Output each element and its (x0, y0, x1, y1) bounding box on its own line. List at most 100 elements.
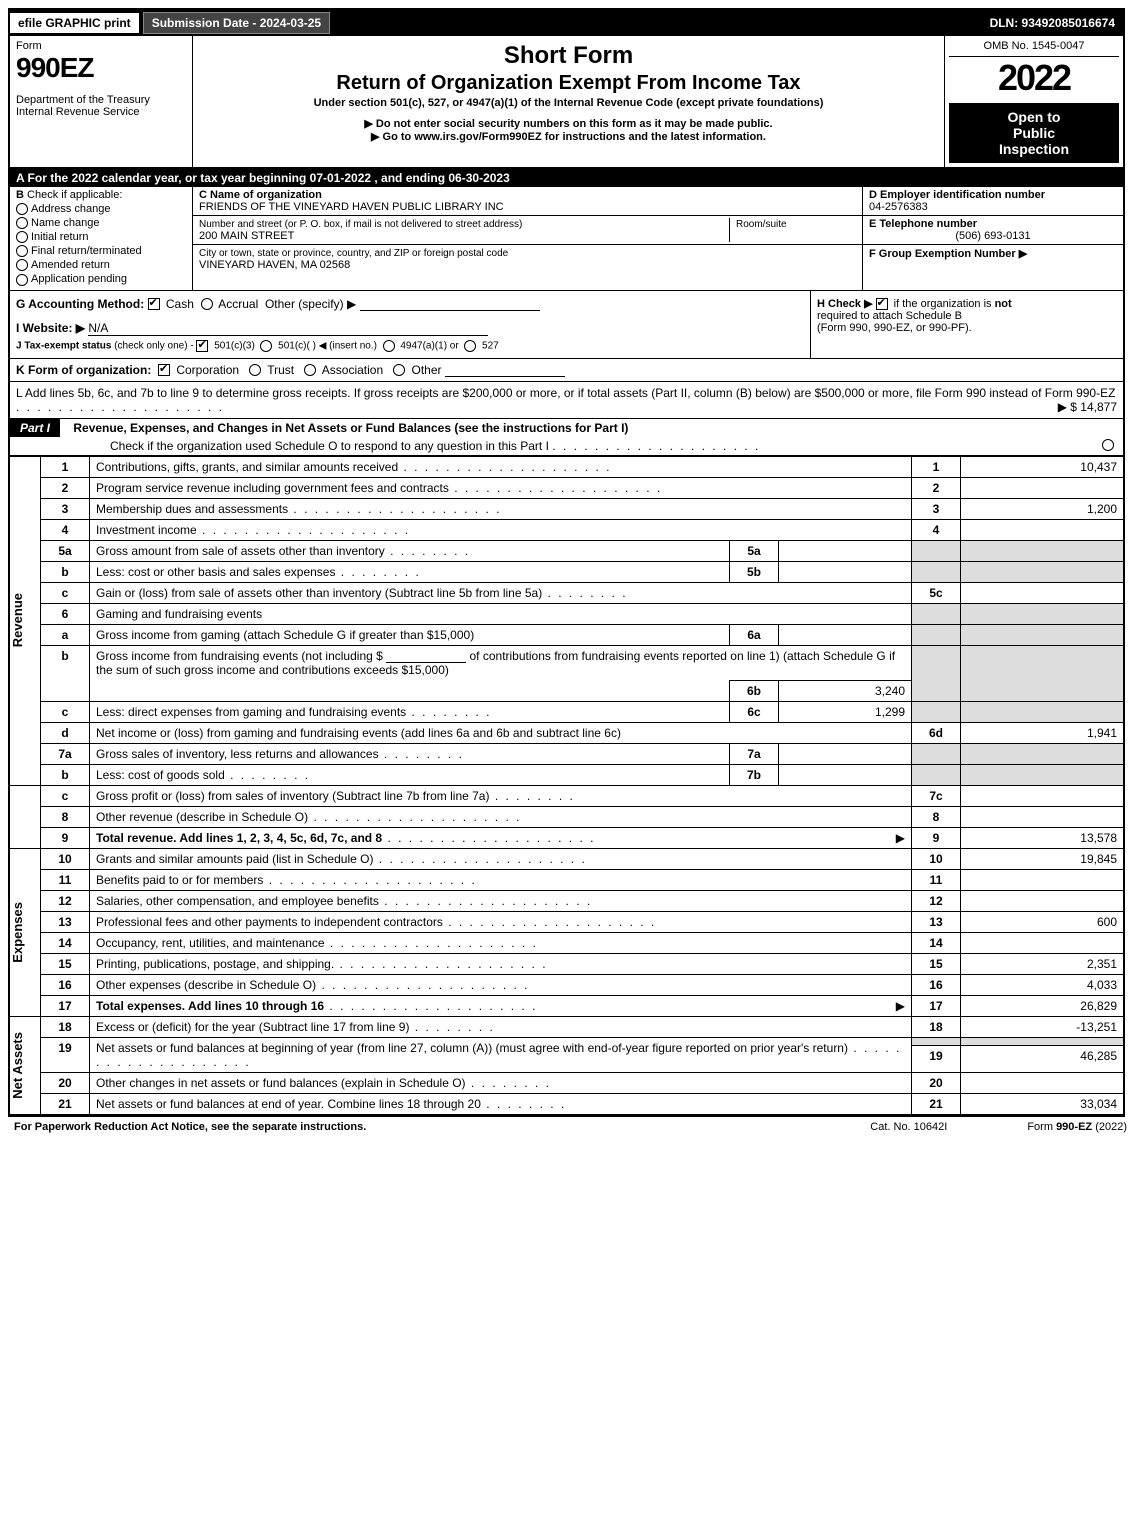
i-website-label: I Website: ▶ (16, 321, 85, 335)
line12-num: 12 (41, 890, 90, 911)
label-accrual: Accrual (218, 297, 258, 311)
chk-cash[interactable] (148, 298, 160, 310)
label-501c3: 501(c)(3) (214, 340, 255, 351)
line6c-sv: 1,299 (779, 701, 912, 722)
h-label: H Check ▶ (817, 298, 873, 310)
line15-rnum: 15 (912, 953, 961, 974)
line7b-sv (779, 764, 912, 785)
title-short-form: Short Form (197, 42, 940, 70)
submission-date: Submission Date - 2024-03-25 (143, 12, 330, 34)
chk-accrual[interactable] (201, 298, 213, 310)
line4-amt (961, 519, 1124, 540)
line16-amt: 4,033 (961, 974, 1124, 995)
chk-schedule-o[interactable] (1102, 439, 1114, 451)
line13-num: 13 (41, 911, 90, 932)
open-to-public: Open to Public Inspection (949, 103, 1119, 163)
line19-amt-shaded (961, 1037, 1124, 1046)
efile-print-label[interactable]: efile GRAPHIC print (10, 13, 141, 33)
org-address: 200 MAIN STREET (199, 230, 294, 242)
line14-rnum: 14 (912, 932, 961, 953)
omb-number: OMB No. 1545-0047 (949, 40, 1119, 57)
chk-amended-return[interactable]: Amended return (16, 259, 186, 271)
line6b-sn: 6b (730, 680, 779, 701)
line18-desc: Excess or (deficit) for the year (Subtra… (96, 1020, 409, 1034)
line7b-desc: Less: cost of goods sold (96, 768, 225, 782)
line5b-num: b (41, 561, 90, 582)
line7a-sv (779, 743, 912, 764)
line15-num: 15 (41, 953, 90, 974)
line5a-shaded (912, 540, 961, 561)
j-note: (check only one) - (114, 340, 193, 351)
chk-501c[interactable] (260, 340, 272, 352)
line5b-shaded (912, 561, 961, 582)
header-right: OMB No. 1545-0047 2022 Open to Public In… (944, 36, 1123, 167)
line7c-desc: Gross profit or (loss) from sales of inv… (96, 789, 489, 803)
g-label: G Accounting Method: (16, 297, 144, 311)
other-org-blank[interactable] (445, 376, 565, 377)
form-label: Form (16, 40, 186, 52)
line1-amt: 10,437 (961, 456, 1124, 477)
chk-other-org[interactable] (393, 364, 405, 376)
line5b-desc: Less: cost or other basis and sales expe… (96, 565, 335, 579)
line8-rnum: 8 (912, 806, 961, 827)
section-g-i-j: G Accounting Method: Cash Accrual Other … (10, 291, 810, 358)
line7a-amt-shaded (961, 743, 1124, 764)
header-left: Form 990EZ Department of the Treasury In… (10, 36, 193, 167)
open-line2: Public (955, 125, 1113, 141)
line5a-sv (779, 540, 912, 561)
chk-527[interactable] (464, 340, 476, 352)
f-group-label: F Group Exemption Number ▶ (869, 248, 1027, 260)
line21-num: 21 (41, 1093, 90, 1114)
line10-num: 10 (41, 848, 90, 869)
chk-trust[interactable] (249, 364, 261, 376)
part1-title: Revenue, Expenses, and Changes in Net As… (63, 421, 628, 435)
line11-rnum: 11 (912, 869, 961, 890)
line9-num: 9 (41, 827, 90, 848)
part1-header-row: Part I Revenue, Expenses, and Changes in… (10, 419, 1123, 456)
line21-rnum: 21 (912, 1093, 961, 1114)
other-specify-blank[interactable] (360, 310, 540, 311)
line12-amt (961, 890, 1124, 911)
section-b: B Check if applicable: Address change Na… (10, 187, 193, 290)
chk-final-return[interactable]: Final return/terminated (16, 245, 186, 257)
line6-amt-shaded (961, 603, 1124, 624)
chk-corporation[interactable] (158, 364, 170, 376)
label-4947: 4947(a)(1) or (400, 340, 458, 351)
section-h: H Check ▶ if the organization is not req… (810, 291, 1123, 358)
line17-desc: Total expenses. Add lines 10 through 16 (96, 999, 324, 1013)
line17-rnum: 17 (912, 995, 961, 1016)
line-a: A For the 2022 calendar year, or tax yea… (10, 169, 1123, 187)
line16-num: 16 (41, 974, 90, 995)
dept-treasury: Department of the Treasury (16, 94, 186, 106)
chk-initial-return[interactable]: Initial return (16, 231, 186, 243)
warning-goto[interactable]: ▶ Go to www.irs.gov/Form990EZ for instru… (197, 130, 940, 143)
line3-rnum: 3 (912, 498, 961, 519)
line2-num: 2 (41, 477, 90, 498)
line14-num: 14 (41, 932, 90, 953)
ein-value: 04-2576383 (869, 201, 928, 213)
line3-desc: Membership dues and assessments (96, 502, 288, 516)
line8-num: 8 (41, 806, 90, 827)
chk-name-change[interactable]: Name change (16, 217, 186, 229)
line11-amt (961, 869, 1124, 890)
line3-amt: 1,200 (961, 498, 1124, 519)
line8-desc: Other revenue (describe in Schedule O) (96, 810, 308, 824)
line13-desc: Professional fees and other payments to … (96, 915, 443, 929)
line5b-sv (779, 561, 912, 582)
chk-h[interactable] (876, 298, 888, 310)
chk-501c3[interactable] (196, 340, 208, 352)
chk-address-change[interactable]: Address change (16, 203, 186, 215)
line2-amt (961, 477, 1124, 498)
l-text: L Add lines 5b, 6c, and 7b to line 9 to … (16, 386, 1115, 400)
row-k: K Form of organization: Corporation Trus… (10, 359, 1123, 382)
chk-application-pending[interactable]: Application pending (16, 273, 186, 285)
chk-association[interactable] (304, 364, 316, 376)
catalog-number: Cat. No. 10642I (870, 1121, 947, 1133)
section-c: C Name of organization FRIENDS OF THE VI… (193, 187, 862, 290)
line12-desc: Salaries, other compensation, and employ… (96, 894, 379, 908)
line16-rnum: 16 (912, 974, 961, 995)
section-d-e-f: D Employer identification number 04-2576… (862, 187, 1123, 290)
chk-4947[interactable] (383, 340, 395, 352)
top-bar: efile GRAPHIC print Submission Date - 20… (10, 10, 1123, 36)
vlabel-netassets: Net Assets (10, 1032, 25, 1099)
